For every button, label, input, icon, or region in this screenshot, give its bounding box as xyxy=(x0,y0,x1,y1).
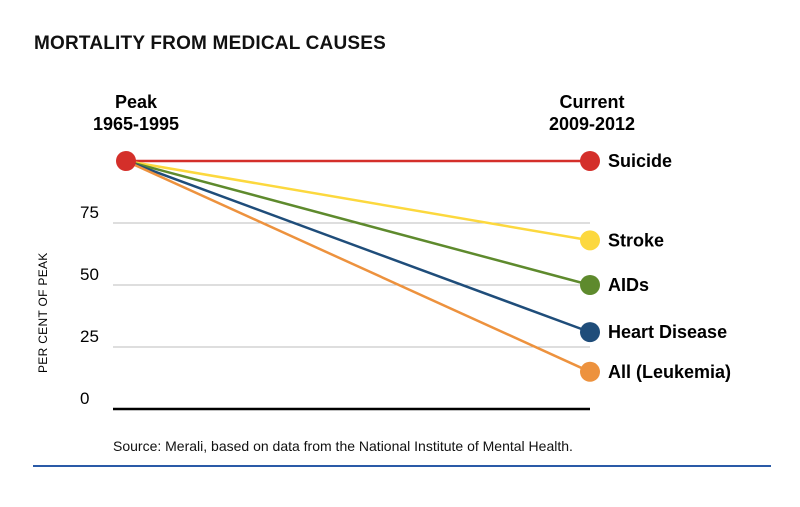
series-point-current-all-leukemia xyxy=(580,361,600,382)
chart-title: MORTALITY FROM MEDICAL CAUSES xyxy=(34,33,387,54)
y-tick-label-25: 25 xyxy=(80,327,99,346)
series-label-suicide: Suicide xyxy=(608,151,672,171)
series-label-stroke: Stroke xyxy=(608,230,664,250)
series-lines xyxy=(125,159,591,373)
series-line-heart-disease xyxy=(125,159,591,334)
series-label-heart-disease: Heart Disease xyxy=(608,322,727,342)
grid-lines xyxy=(113,222,590,348)
series-point-current-aids xyxy=(580,275,600,295)
series-label-aids: AIDs xyxy=(608,275,649,295)
y-tick-label-75: 75 xyxy=(80,203,99,222)
y-tick-label-50: 50 xyxy=(80,265,99,284)
series-point-current-heart-disease xyxy=(580,322,600,343)
x-category-label-peak: Peak 1965-1995 xyxy=(93,92,179,134)
series-point-current-suicide xyxy=(580,151,600,171)
footer-divider xyxy=(33,465,771,467)
series-point-peak xyxy=(116,151,136,171)
series-line-all-leukemia xyxy=(125,159,591,373)
series-point-current-stroke xyxy=(580,230,600,251)
x-category-label-current: Current 2009-2012 xyxy=(549,92,635,134)
chart-labels: 0 25 50 75 PER CENT OF PEAK Peak 1965-1995 Curr… xyxy=(36,92,731,408)
y-axis-label: PER CENT OF PEAK xyxy=(36,252,50,373)
series-points xyxy=(116,151,600,382)
source-note: Source: Merali, based on data from the N… xyxy=(113,438,573,454)
y-tick-label-0: 0 xyxy=(80,389,89,408)
series-line-aids xyxy=(125,159,591,287)
series-line-stroke xyxy=(125,159,591,242)
series-label-all-leukemia: All (Leukemia) xyxy=(608,362,731,382)
